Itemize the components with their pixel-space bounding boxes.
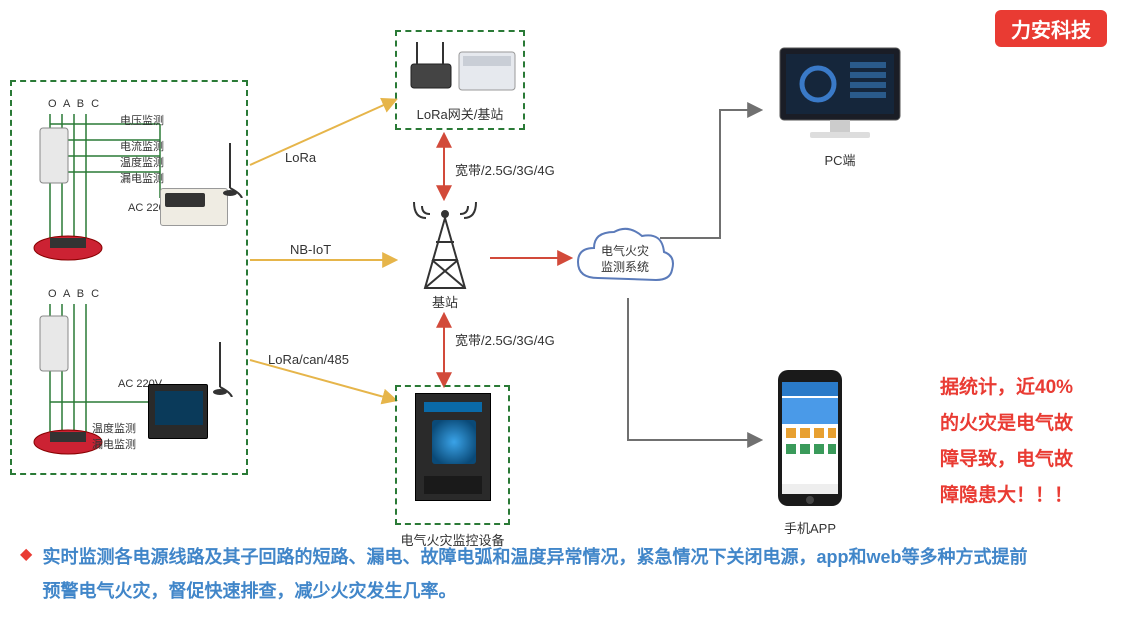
phone-icon (760, 368, 860, 518)
cloud-line2: 监测系统 (570, 258, 680, 275)
gateway-label: LoRa网关/基站 (397, 104, 523, 123)
link-cloud-app (628, 298, 760, 440)
l-current-1: 电流监测 (120, 138, 164, 154)
panel-device-2 (148, 384, 208, 439)
l-leak-1: 漏电监测 (120, 170, 164, 186)
l-leak-2: 漏电监测 (92, 436, 136, 452)
pc-icon (760, 40, 920, 150)
label-nbiot: NB-IoT (290, 242, 331, 257)
link-cloud-pc (660, 110, 760, 238)
bullet-diamond-icon: ◆ (20, 540, 38, 570)
dtu-device-1 (160, 188, 228, 226)
phone-label: 手机APP (760, 518, 860, 537)
gateway-icon (397, 32, 527, 102)
pc-label: PC端 (760, 150, 920, 169)
stat-text: 据统计，近40% 的火灾是电气故 障导致，电气故 障隐患大！！！ (940, 370, 1110, 514)
phone-app: 手机APP (760, 368, 860, 537)
description-row: ◆ 实时监测各电源线路及其子回路的短路、漏电、故障电弧和温度异常情况，紧急情况下… (20, 540, 1105, 608)
label-broadband1: 宽带/2.5G/3G/4G (455, 160, 555, 179)
monitor-device-icon (415, 393, 491, 501)
tower-icon (400, 200, 490, 292)
sensor-block-1: O A B C 电压监测 电流监测 温度监测 漏电监测 AC (20, 88, 240, 268)
sensor-group-box: O A B C 电压监测 电流监测 温度监测 漏电监测 AC (10, 80, 248, 475)
antenna-1 (220, 143, 250, 198)
link-lora (250, 100, 395, 165)
monitor-device-box (395, 385, 510, 525)
cloud-line1: 电气火灾 (570, 242, 680, 259)
stat-line-3: 障隐患大！！！ (940, 478, 1110, 514)
basestation-label: 基站 (400, 292, 490, 311)
basestation: 基站 (400, 200, 490, 315)
l-temp-1: 温度监测 (120, 154, 164, 170)
l-voltage-1: 电压监测 (120, 112, 164, 128)
diagram-canvas: 力安科技 LoRa NB-IoT (0, 0, 1125, 626)
stat-line-0: 据统计，近40% (940, 370, 1110, 406)
stat-line-2: 障导致，电气故 (940, 442, 1110, 478)
cloud-system: 电气火灾 监测系统 (570, 220, 680, 296)
label-loracan: LoRa/can/485 (268, 352, 349, 367)
pc-client: PC端 (760, 40, 920, 169)
label-broadband2: 宽带/2.5G/3G/4G (455, 330, 555, 349)
sensor-block-2: O A B C AC 220V 温度监测 漏电监测 (20, 282, 240, 467)
label-lora: LoRa (285, 150, 316, 165)
antenna-2 (210, 342, 240, 397)
l-temp-2: 温度监测 (92, 420, 136, 436)
description-text: 实时监测各电源线路及其子回路的短路、漏电、故障电弧和温度异常情况，紧急情况下关闭… (42, 540, 1042, 608)
stat-line-1: 的火灾是电气故 (940, 406, 1110, 442)
gateway-box: LoRa网关/基站 (395, 30, 525, 130)
